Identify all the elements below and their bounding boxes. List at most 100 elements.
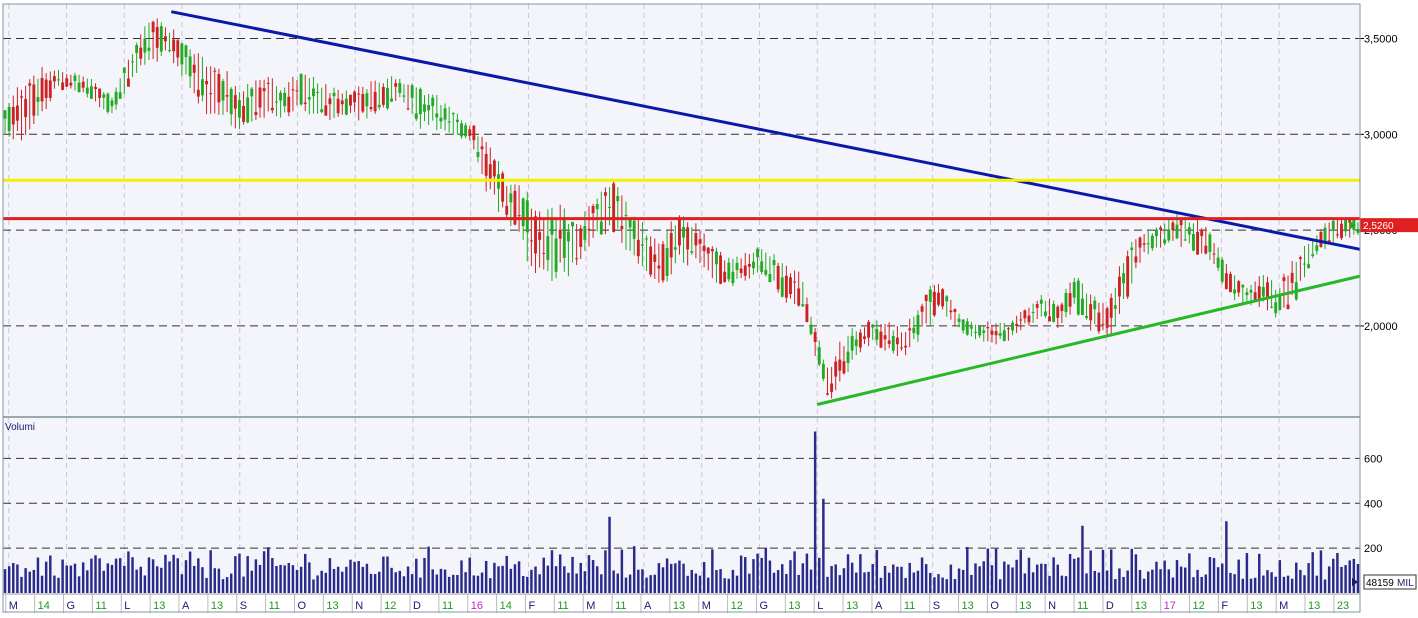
candle-body <box>1303 263 1306 265</box>
candle-body <box>719 255 723 284</box>
candle-body <box>702 245 706 252</box>
candle-body <box>344 98 348 115</box>
right-axis-area <box>1360 0 1418 613</box>
candle-body <box>595 204 599 210</box>
candle-body <box>324 105 328 116</box>
candle-body <box>455 119 459 123</box>
last-price-label: 2,5260 <box>1363 221 1394 232</box>
candle-body <box>937 292 940 305</box>
candle-body <box>254 111 258 116</box>
x-tick-label: 13 <box>326 600 338 612</box>
candle-body <box>484 153 488 176</box>
candle-body <box>529 240 533 242</box>
volume-tick-label: 600 <box>1364 453 1382 465</box>
candle-body <box>1031 311 1035 313</box>
candle-body <box>196 89 200 97</box>
candle-body <box>126 78 130 87</box>
x-tick-label: L <box>817 600 823 612</box>
candle-body <box>81 81 85 88</box>
candle-body <box>1257 286 1261 300</box>
candle-body <box>328 98 332 105</box>
x-tick-label: 16 <box>471 600 483 612</box>
candle-body <box>1146 243 1150 245</box>
candle-body <box>275 101 278 103</box>
candle-body <box>624 214 628 216</box>
candle-body <box>772 260 776 266</box>
candle-body <box>1319 231 1323 247</box>
candle-body <box>1282 277 1286 282</box>
candle-body <box>159 26 163 52</box>
candle-body <box>998 333 1002 336</box>
candle-body <box>678 218 681 246</box>
candle-body <box>65 78 69 87</box>
candle-body <box>871 324 875 328</box>
candle-body <box>1356 228 1360 233</box>
candle-body <box>661 244 665 281</box>
candle-body <box>1204 245 1208 254</box>
candle-body <box>1126 256 1130 297</box>
candle-body <box>163 36 167 42</box>
candle-body <box>534 216 537 254</box>
candle-body <box>365 93 369 107</box>
candle-body <box>447 121 451 123</box>
x-tick-label: 12 <box>1193 600 1205 612</box>
candle-body <box>89 86 93 99</box>
candle-body <box>710 248 714 252</box>
candle-body <box>690 251 694 253</box>
candle-body <box>394 83 398 87</box>
candle-body <box>694 233 698 246</box>
candle-body <box>472 125 476 141</box>
candle-body <box>221 81 225 101</box>
candle-body <box>332 92 336 97</box>
x-tick-label: 11 <box>904 600 915 612</box>
volume-tick-label: 200 <box>1364 543 1382 555</box>
candle-body <box>513 190 517 225</box>
candle-body <box>1183 239 1187 241</box>
candle-body <box>632 220 636 239</box>
candle-body <box>612 183 616 232</box>
candle-body <box>768 273 772 282</box>
candle-body <box>1080 298 1084 316</box>
candle-body <box>932 291 936 316</box>
candle-body <box>307 97 311 100</box>
candle-body <box>233 95 237 109</box>
candle-body <box>110 100 114 107</box>
candle-body <box>69 82 73 86</box>
candle-body <box>1109 297 1113 318</box>
candle-body <box>118 92 122 99</box>
x-tick-label: 14 <box>38 600 50 612</box>
price-tick-label: 3,0000 <box>1364 129 1398 141</box>
candle-body <box>246 97 250 123</box>
candle-body <box>538 232 542 240</box>
candle-body <box>77 82 81 93</box>
candle-body <box>73 75 77 81</box>
candle-body <box>990 330 994 335</box>
candle-body <box>225 95 229 97</box>
candle-body <box>715 251 718 265</box>
candle-body <box>1208 234 1212 252</box>
chart-frame <box>2 3 1361 613</box>
candle-body <box>443 108 447 120</box>
candle-body <box>509 193 513 203</box>
x-tick-label: M <box>1279 600 1288 612</box>
candle-body <box>649 246 653 275</box>
candle-body <box>52 76 56 82</box>
candle-body <box>61 82 65 90</box>
candle-body <box>797 288 801 306</box>
candle-body <box>1327 240 1331 243</box>
candle-body <box>172 39 176 52</box>
candle-body <box>953 309 957 312</box>
candle-body <box>673 247 677 250</box>
x-tick-label: 11 <box>442 600 453 612</box>
x-tick-label: 13 <box>1019 600 1031 612</box>
candle-body <box>579 228 583 247</box>
price-tick-label: 2,0000 <box>1364 321 1398 333</box>
candle-body <box>147 47 151 51</box>
candle-body <box>969 327 973 329</box>
volume-tick-label: 400 <box>1364 498 1382 510</box>
candle-body <box>1150 235 1154 249</box>
candle-body <box>406 108 410 110</box>
candle-body <box>1335 234 1339 236</box>
x-tick-label: 13 <box>211 600 223 612</box>
